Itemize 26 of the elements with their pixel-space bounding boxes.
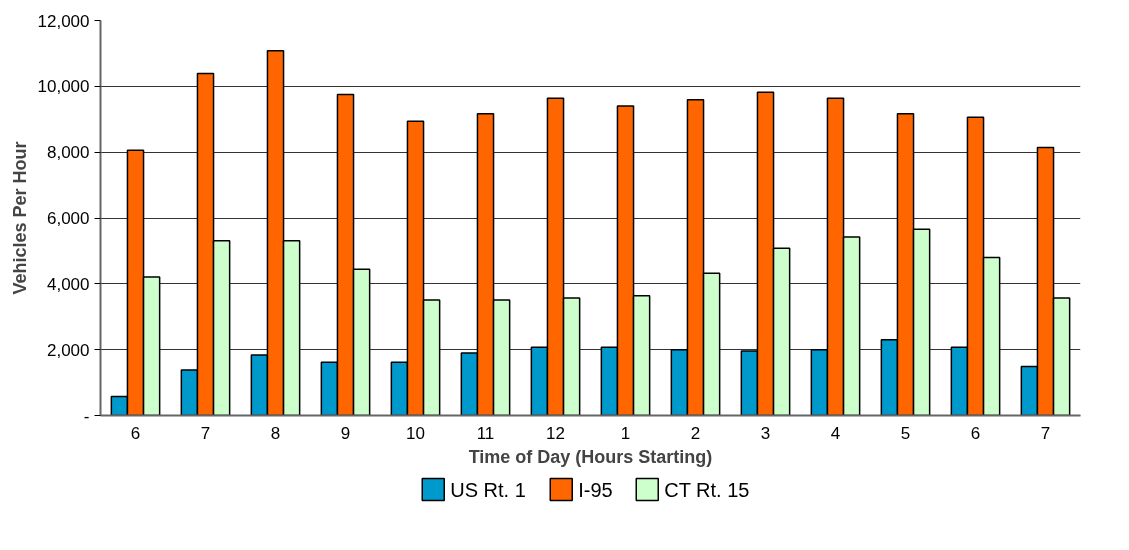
legend-label: I-95 [578,478,613,501]
x-tick-label: 2 [690,423,701,443]
x-tick-label: 11 [476,423,495,443]
legend-label: CT Rt. 15 [664,478,750,501]
y-tick-label: 10,000 [37,77,90,97]
x-tick-label: 4 [830,423,841,443]
x-tick-label: 7 [200,423,211,443]
y-axis-title: Vehicles Per Hour [9,141,30,295]
x-tick-label: 6 [970,423,981,443]
y-tick-label: 12,000 [37,11,90,31]
x-tick-label: 9 [340,423,351,443]
y-tick-label: 2,000 [46,340,90,360]
legend-label: US Rt. 1 [450,478,526,501]
x-axis-title: Time of Day (Hours Starting) [468,446,713,467]
x-tick-label: 1 [620,423,631,443]
y-tick-label: - [83,406,90,426]
x-tick-label: 12 [546,423,565,443]
x-tick-label: 10 [406,423,425,443]
x-tick-label: 8 [270,423,281,443]
y-tick-label: 4,000 [46,274,90,294]
x-tick-label: 3 [760,423,771,443]
x-tick-label: 6 [130,423,141,443]
x-tick-label: 7 [1040,423,1051,443]
x-tick-label: 5 [900,423,911,443]
y-tick-label: 8,000 [46,143,90,163]
y-tick-label: 6,000 [46,209,90,228]
